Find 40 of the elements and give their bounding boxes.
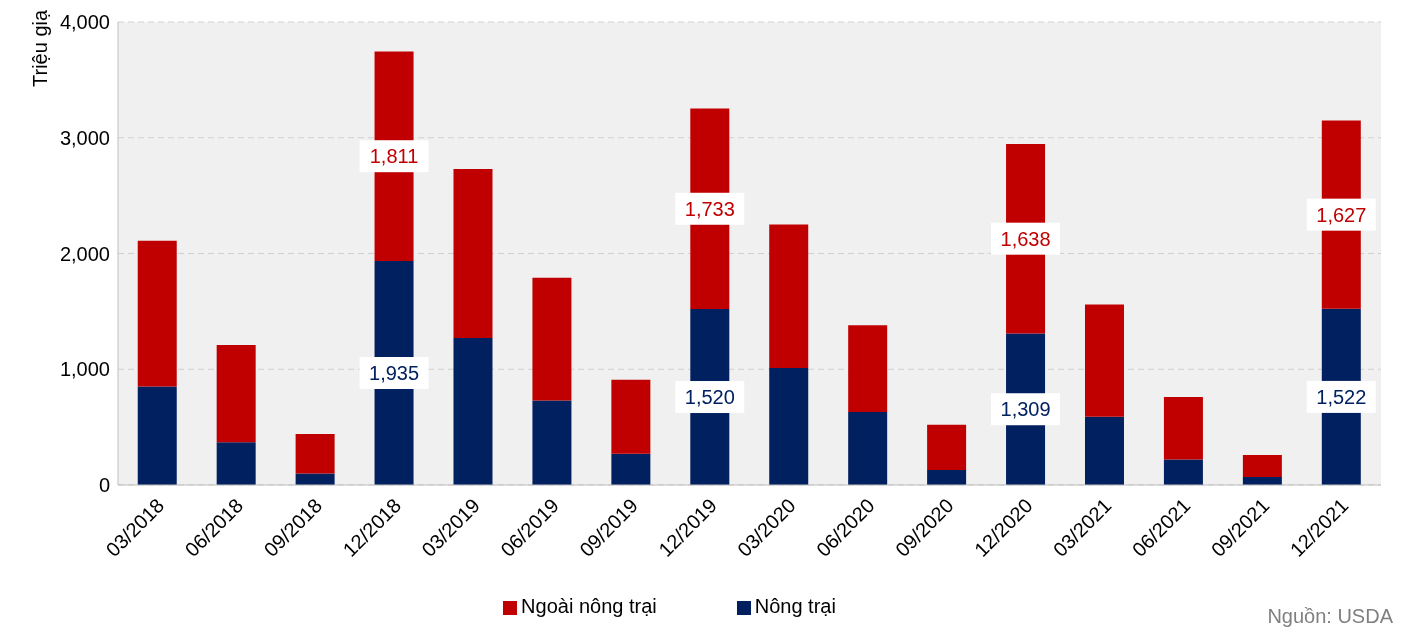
bar	[453, 338, 493, 485]
bar	[1084, 304, 1124, 417]
bar	[848, 412, 888, 485]
legend-label: Nông trại	[754, 595, 836, 617]
bar	[1163, 397, 1203, 460]
y-tick-label: 0	[98, 474, 110, 497]
bar	[848, 325, 888, 413]
data-label: 1,522	[1316, 385, 1367, 408]
y-tick-label: 1,000	[59, 358, 110, 381]
legend-label: Ngoài nông trại	[521, 595, 657, 617]
text: Nguồn: USDA	[1267, 605, 1393, 628]
data-label: 1,811	[369, 145, 419, 168]
data-label: 1,627	[1316, 203, 1367, 226]
bar	[137, 386, 177, 485]
y-tick-label: 4,000	[59, 11, 110, 34]
data-label: 1,520	[684, 386, 735, 409]
data-label: 1,935	[369, 362, 420, 385]
bar	[611, 453, 651, 485]
bar	[532, 400, 572, 485]
bar	[216, 442, 256, 485]
bar	[1242, 454, 1282, 477]
bar	[769, 368, 809, 485]
data-label: 1,309	[1000, 398, 1051, 421]
data-label: 1,638	[1000, 227, 1051, 250]
data-label: 1,733	[684, 197, 735, 220]
bar	[1084, 416, 1124, 485]
bar	[611, 379, 651, 454]
bar	[295, 473, 335, 485]
bar	[769, 224, 809, 369]
bar	[295, 434, 335, 474]
y-axis-title: Triệu giạ	[29, 9, 52, 87]
bar	[137, 240, 177, 387]
bar	[532, 277, 572, 401]
y-tick-label: 3,000	[59, 126, 110, 149]
y-tick-label: 2,000	[59, 242, 110, 265]
bar	[216, 344, 256, 443]
bar	[927, 469, 967, 485]
bar	[1163, 459, 1203, 485]
bar	[453, 169, 493, 338]
bar	[927, 424, 967, 470]
